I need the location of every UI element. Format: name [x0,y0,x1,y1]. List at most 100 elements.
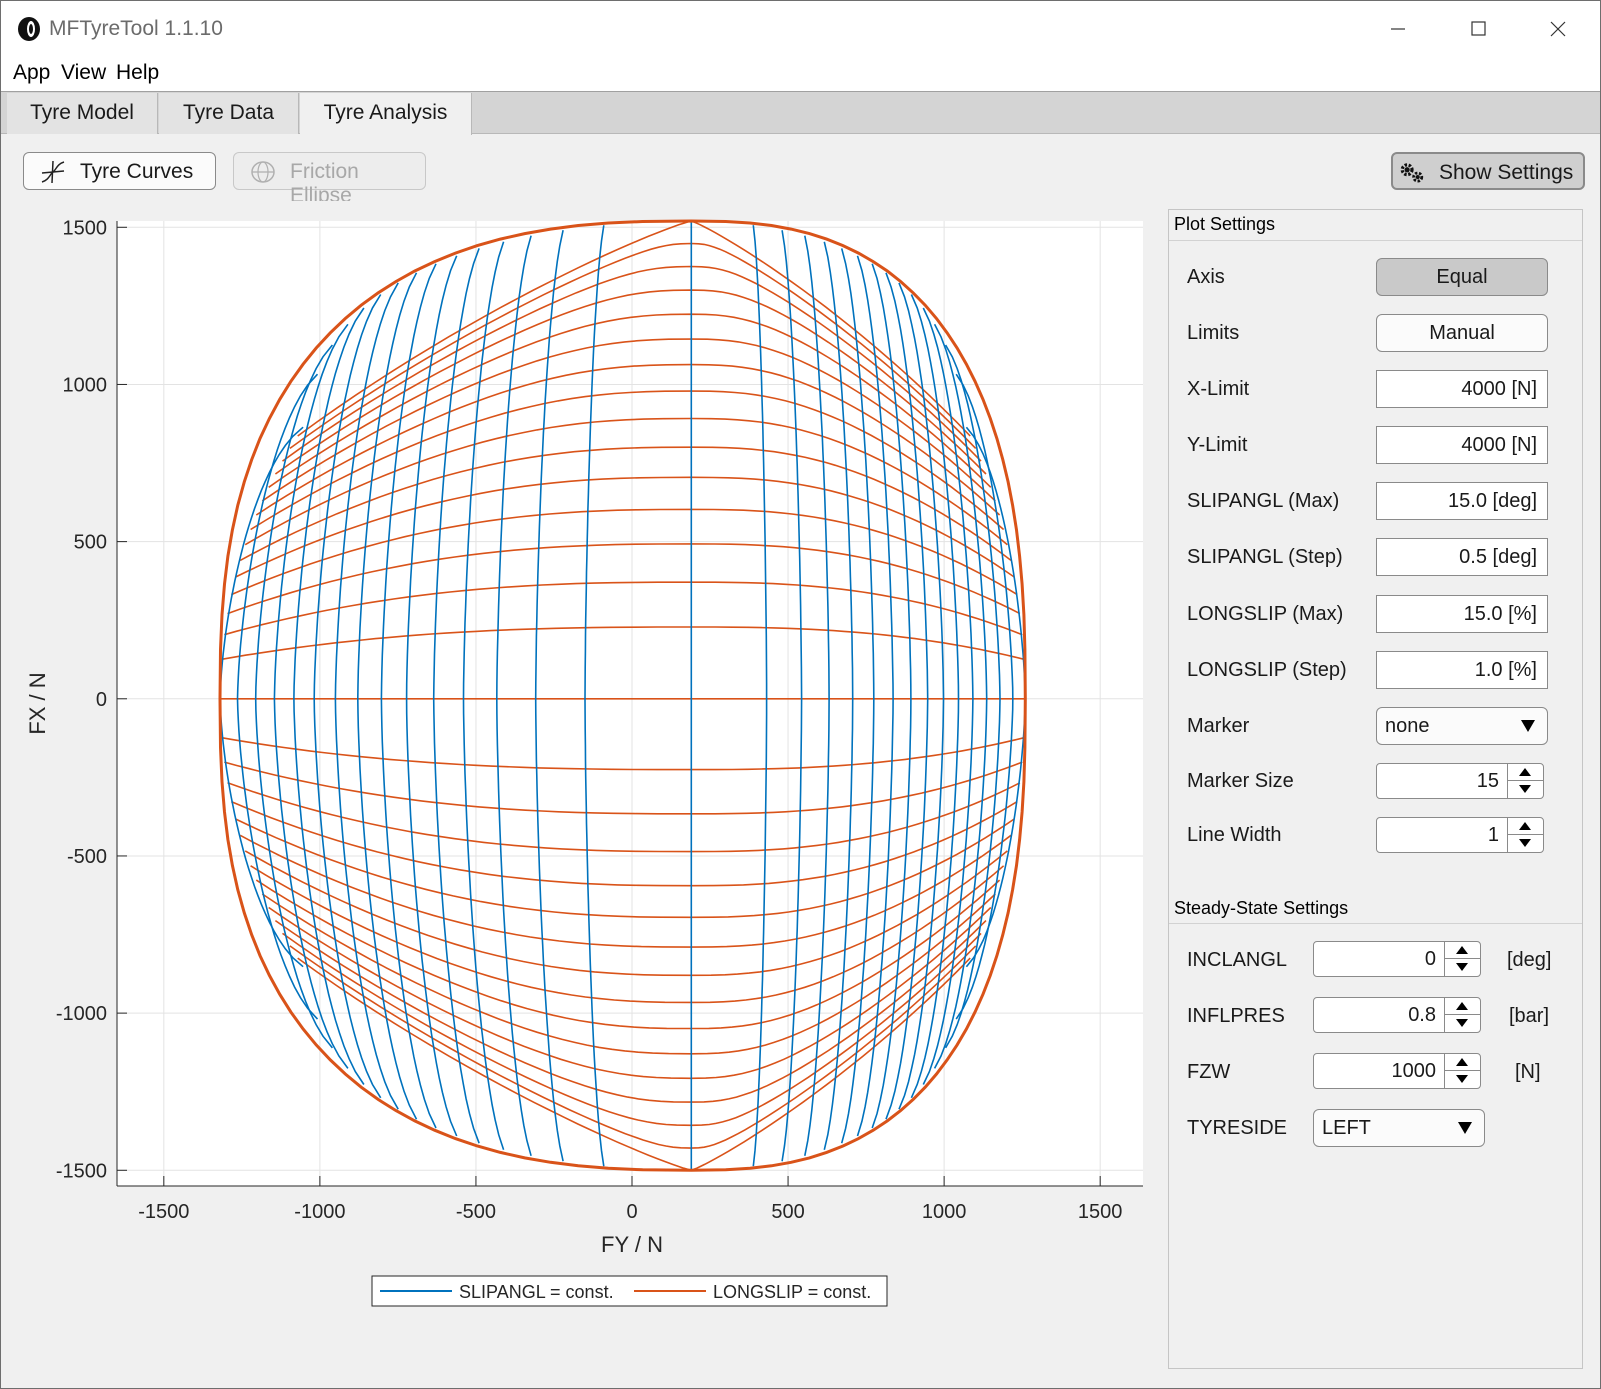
axis-equal-button[interactable]: Equal [1376,258,1548,296]
y-tick-label: -1000 [56,1003,107,1025]
slipangl-curve [254,344,334,1049]
slipangl-curve [462,241,505,1151]
slipangl-curve [944,344,1001,1049]
y-limit-label: Y-Limit [1187,434,1248,456]
slipangl-curve [752,225,768,1167]
show-settings-button[interactable]: Show Settings [1391,152,1585,190]
slipangl-curve [273,323,349,1069]
slipangl-max-label: SLIPANGL (Max) [1187,490,1340,512]
line-width-label: Line Width [1187,824,1282,846]
plot-area: -1500 -1000 -500 0 500 1000 1500 -1500 -1000 -500… [7,201,1143,1381]
limits-manual-button[interactable]: Manual [1376,314,1548,352]
slipangl-step-label: SLIPANGL (Step) [1187,546,1343,568]
inflpres-unit: [bar] [1509,1005,1550,1027]
inclangl-value: 0 [1424,948,1436,970]
slipangl-max-field[interactable]: 15.0 [deg] [1376,482,1548,520]
friction-ellipse-icon [251,161,275,183]
inflpres-label: INFLPRES [1187,1005,1285,1027]
longslip-max-label: LONGSLIP (Max) [1187,603,1344,625]
tyre-app-icon [18,17,40,41]
decrement-arrow-icon[interactable] [1508,835,1543,852]
tyre-curves-button[interactable]: Tyre Curves [23,152,216,190]
inflpres-spinner[interactable]: 0.8 [1313,997,1481,1033]
marker-size-value: 15 [1476,770,1499,792]
longslip-max-field[interactable]: 15.0 [%] [1376,595,1548,633]
friction-plot[interactable]: -1500 -1000 -500 0 500 1000 1500 -1500 -1000 -500… [7,201,1143,1311]
title-bar: MFTyreTool 1.1.10 [1,1,1600,55]
decrement-arrow-icon[interactable] [1445,959,1480,976]
decrement-arrow-icon[interactable] [1445,1071,1480,1088]
menu-app[interactable]: App [13,61,51,84]
inclangl-label: INCLANGL [1187,949,1288,971]
increment-arrow-icon[interactable] [1508,818,1543,835]
x-tick-label: -500 [456,1201,496,1223]
legend-box [371,1275,888,1307]
slipangl-curve [910,294,960,1099]
tyre-curves-icon [41,160,65,184]
y-tick-label: -500 [67,846,107,868]
tyreside-dropdown[interactable]: LEFT [1313,1109,1485,1147]
line-width-value: 1 [1487,824,1499,846]
slipangl-curve [885,272,929,1120]
marker-size-spinner[interactable]: 15 [1376,763,1544,799]
y-limit-field[interactable]: 4000 [N] [1376,426,1548,464]
slipangl-curve [804,235,830,1156]
inclangl-spinner[interactable]: 0 [1313,941,1481,977]
tab-strip: Tyre Model Tyre Data Tyre Analysis [1,91,1600,135]
y-tick-label: 1500 [63,217,108,239]
decrement-arrow-icon[interactable] [1445,1015,1480,1032]
increment-arrow-icon[interactable] [1445,998,1480,1015]
slipangl-curve [236,373,319,1020]
tab-tyre-model[interactable]: Tyre Model [7,93,158,134]
fzw-spinner[interactable]: 1000 [1313,1053,1481,1089]
y-tick-label: 1000 [63,374,108,396]
inclangl-unit: [deg] [1507,949,1552,971]
increment-arrow-icon[interactable] [1445,1054,1480,1071]
slipangl-curve [293,307,365,1085]
tyreside-value: LEFT [1322,1117,1371,1139]
settings-panel: Plot Settings Axis Equal Limits Manual X… [1168,209,1583,1369]
maximize-icon[interactable] [1455,13,1501,45]
steady-state-divider [1169,923,1582,924]
inclangl-stepper [1444,942,1480,976]
x-limit-field[interactable]: 4000 [N] [1376,370,1548,408]
dropdown-arrow-icon [1521,720,1535,732]
decrement-arrow-icon[interactable] [1508,781,1543,798]
minimize-icon[interactable] [1375,13,1421,45]
slipangl-curve [534,230,564,1162]
menu-view[interactable]: View [61,61,107,84]
menu-bar: App View Help [1,55,1600,91]
fzw-label: FZW [1187,1061,1231,1083]
friction-ellipse-button[interactable]: Friction Ellipse [233,152,426,207]
x-tick-label: -1500 [138,1201,189,1223]
slipangl-step-field[interactable]: 0.5 [deg] [1376,538,1548,576]
marker-dropdown[interactable]: none [1376,707,1548,745]
line-width-spinner[interactable]: 1 [1376,817,1544,853]
y-axis-label: FX / N [25,672,50,734]
tyreside-label: TYRESIDE [1187,1117,1288,1139]
x-tick-label: 1000 [922,1201,967,1223]
slipangl-curve [356,272,418,1120]
increment-arrow-icon[interactable] [1445,942,1480,959]
tab-tyre-data[interactable]: Tyre Data [159,93,299,134]
tab-tyre-analysis[interactable]: Tyre Analysis [300,93,472,135]
slipangl-curve [313,294,382,1099]
slipangl-curve [334,282,399,1110]
menu-help[interactable]: Help [116,61,160,84]
increment-arrow-icon[interactable] [1508,764,1543,781]
gears-icon [1400,163,1424,183]
slipangl-curve [955,373,1014,1020]
fzw-value: 1000 [1391,1060,1437,1082]
x-tick-label: 500 [771,1201,804,1223]
x-limit-label: X-Limit [1187,378,1250,400]
tyre-curves-label: Tyre Curves [80,160,194,183]
marker-label: Marker [1187,715,1250,737]
x-tick-label: 0 [626,1201,637,1223]
longslip-step-label: LONGSLIP (Step) [1187,659,1347,681]
slipangl-curve [432,248,480,1144]
longslip-step-field[interactable]: 1.0 [%] [1376,651,1548,689]
steady-state-title: Steady-State Settings [1174,898,1349,918]
window-title: MFTyreTool 1.1.10 [49,17,223,40]
marker-size-stepper [1507,764,1543,798]
close-icon[interactable] [1535,13,1581,45]
